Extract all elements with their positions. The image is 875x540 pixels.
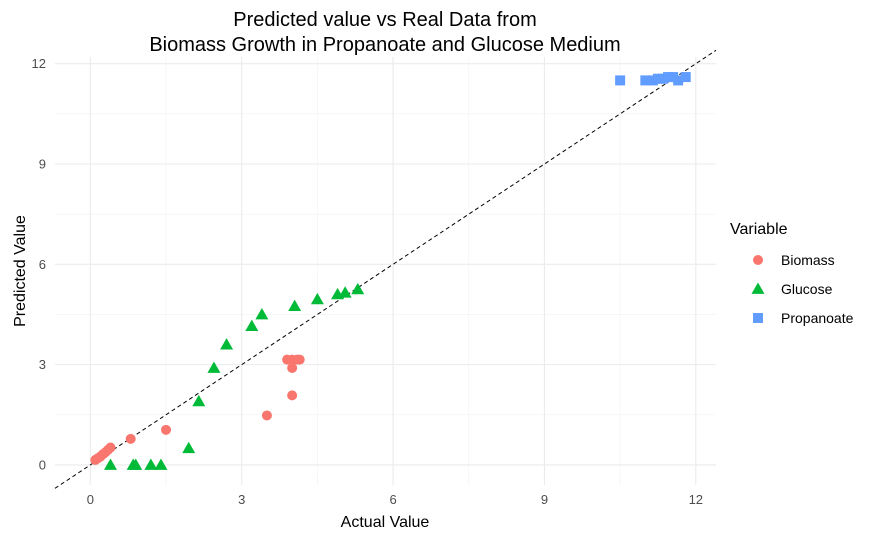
grid: [55, 57, 716, 485]
x-axis-title: Actual Value: [341, 514, 430, 531]
legend-label-biomass: Biomass: [781, 252, 835, 268]
y-tick-label: 12: [32, 56, 46, 71]
reference-line-group: [54, 49, 717, 489]
x-tick-label: 0: [87, 492, 94, 507]
legend: Variable Biomass Glucose Propanoate: [730, 221, 854, 326]
propanoate-point: [640, 75, 651, 86]
legend-label-propanoate: Propanoate: [781, 310, 854, 326]
glucose-point: [182, 441, 196, 454]
x-tick-label: 9: [541, 492, 548, 507]
biomass-point: [287, 390, 298, 401]
glucose-point: [245, 319, 259, 332]
y-axis-title: Predicted Value: [12, 215, 29, 327]
reference-line: [54, 49, 717, 489]
biomass-point: [105, 442, 116, 453]
biomass-point: [261, 410, 272, 421]
legend-title: Variable: [730, 221, 788, 238]
propanoate-point: [668, 72, 679, 83]
chart-subtitle: Biomass Growth in Propanoate and Glucose…: [149, 34, 620, 56]
y-tick-label: 9: [39, 157, 46, 172]
biomass-point: [287, 362, 298, 373]
propanoate-point: [652, 73, 663, 84]
chart-title: Predicted value vs Real Data from: [233, 9, 536, 31]
legend-label-glucose: Glucose: [781, 281, 833, 297]
propanoate-point: [673, 75, 684, 86]
legend-key-glucose: [751, 282, 765, 294]
biomass-point: [125, 433, 136, 444]
glucose-point: [220, 338, 234, 350]
y-tick-label: 3: [39, 357, 46, 372]
points: [90, 72, 691, 470]
biomass-point: [161, 424, 172, 435]
glucose-point: [338, 286, 352, 298]
glucose-point: [288, 299, 302, 311]
propanoate-point: [658, 73, 669, 84]
glucose-point: [351, 282, 365, 295]
glucose-point: [144, 458, 158, 470]
legend-key-biomass: [753, 255, 763, 265]
propanoate-point: [647, 75, 658, 86]
glucose-point: [255, 307, 269, 320]
propanoate-point: [680, 72, 691, 83]
glucose-point: [104, 458, 118, 470]
glucose-point: [310, 292, 324, 305]
y-tick-label: 0: [39, 457, 46, 472]
x-tick-label: 6: [389, 492, 396, 507]
glucose-point: [192, 394, 206, 407]
y-tick-label: 6: [39, 257, 46, 272]
glucose-point: [154, 458, 168, 470]
propanoate-point: [615, 75, 626, 86]
propanoate-point: [663, 72, 674, 83]
tick-labels: 0 3 6 9 12 0 3 6 9 12: [32, 56, 704, 507]
legend-key-propanoate: [753, 313, 763, 323]
biomass-point: [294, 354, 305, 365]
glucose-point: [129, 458, 143, 470]
glucose-point: [207, 361, 221, 373]
x-tick-label: 12: [689, 492, 703, 507]
x-tick-label: 3: [238, 492, 245, 507]
